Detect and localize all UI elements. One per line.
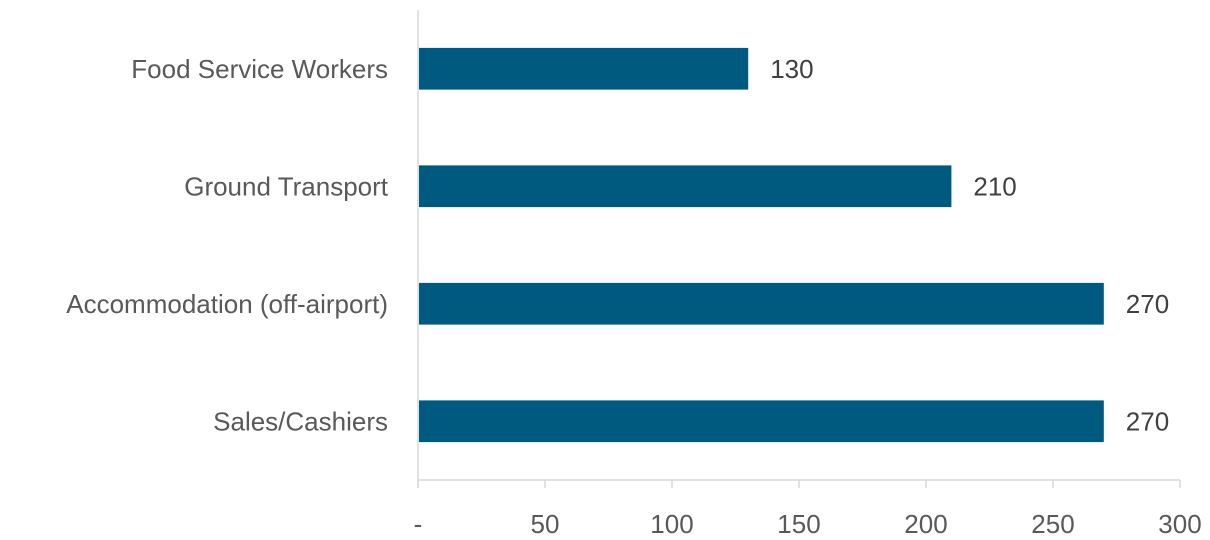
- bar: [419, 400, 1104, 443]
- x-tick-label: 200: [904, 509, 947, 535]
- x-tick-label: 250: [1031, 509, 1074, 535]
- x-tick-label: -: [414, 509, 423, 535]
- data-label: 210: [973, 171, 1016, 201]
- category-label: Ground Transport: [184, 171, 389, 201]
- category-label: Sales/Cashiers: [213, 406, 388, 436]
- bar: [419, 47, 749, 90]
- value-labels: 130 210 270 270: [770, 54, 1169, 437]
- x-tick-label: 300: [1158, 509, 1201, 535]
- bar: [419, 165, 952, 208]
- x-tick-label: 150: [777, 509, 820, 535]
- data-label: 270: [1126, 406, 1169, 436]
- data-label: 270: [1126, 289, 1169, 319]
- x-tick-labels: - 50 100 150 200 250 300: [414, 509, 1202, 539]
- category-label: Food Service Workers: [131, 54, 388, 84]
- category-labels: Food Service Workers Ground Transport Acco…: [66, 54, 389, 437]
- category-label: Accommodation (off-airport): [66, 289, 388, 319]
- x-tick-label: 100: [650, 509, 693, 535]
- data-label: 130: [770, 54, 813, 84]
- bar: [419, 282, 1104, 325]
- x-tick-label: 50: [531, 509, 560, 535]
- bars: [419, 47, 1104, 443]
- axes: [417, 10, 1181, 488]
